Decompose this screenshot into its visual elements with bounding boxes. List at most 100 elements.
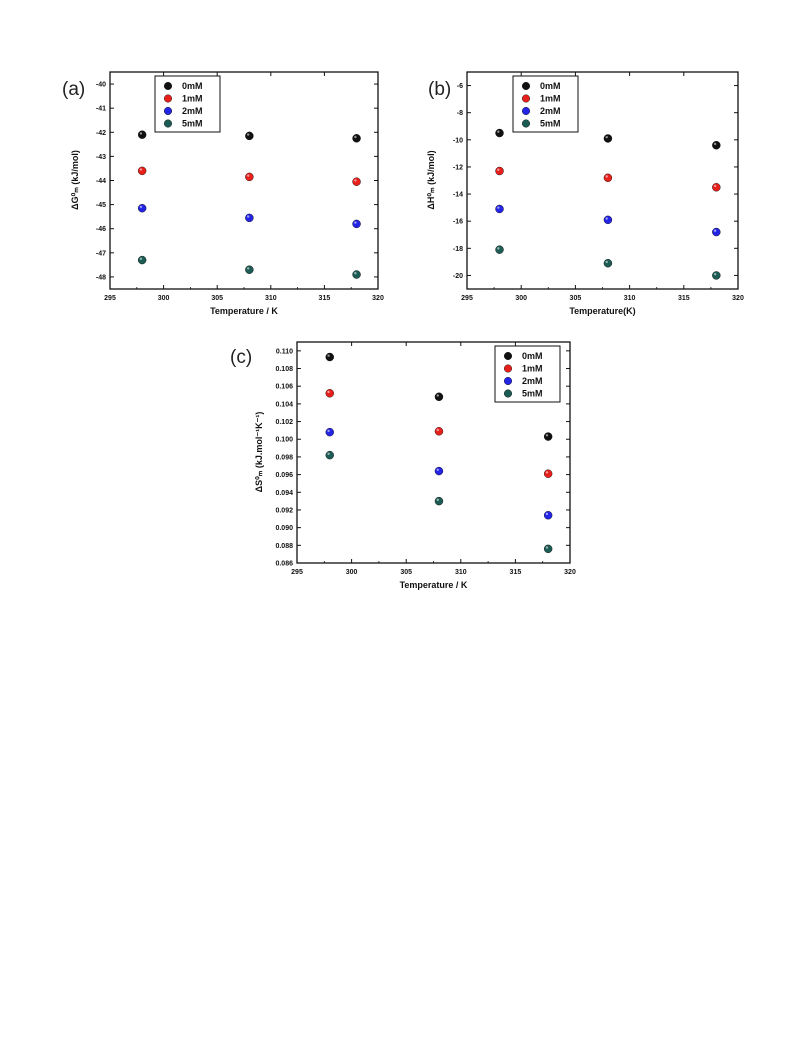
data-point-0mM (603, 134, 613, 143)
y-tick-label: 0.094 (275, 490, 293, 497)
panel-a: (a) 295 300 305 310 315 320 -40 -41 -42 -43 -44 -45 -… (62, 71, 384, 316)
data-point-0mM (245, 131, 254, 141)
x-tick-label: 300 (346, 569, 358, 576)
data-point-highlight (497, 130, 500, 133)
legend-label-2mM: 2mM (540, 106, 561, 116)
data-point-5mM (245, 265, 254, 274)
y-tick-label: 0.086 (275, 561, 293, 568)
legend-marker-2mM (522, 106, 531, 115)
y-tick-label: 0.098 (275, 454, 293, 461)
y-tick-label: -20 (453, 273, 463, 280)
y-tick-label: 0.088 (275, 543, 293, 550)
x-axis-title: Temperature / K (210, 306, 278, 316)
x-tick-label: 320 (564, 569, 576, 576)
y-tick-label: -14 (453, 192, 463, 199)
data-point-highlight (713, 229, 717, 232)
legend-label-5mM: 5mM (182, 119, 203, 129)
legend-marker-0mM (163, 81, 172, 90)
y-tick-label: 0.090 (275, 525, 293, 532)
x-tick-label: 300 (158, 295, 170, 302)
data-point-2mM (352, 219, 361, 229)
data-point-highlight (246, 215, 250, 218)
data-point-2mM (434, 466, 444, 476)
x-tick-label: 295 (291, 569, 303, 576)
x-tick-label: 310 (624, 295, 636, 302)
y-tick-label: 0.106 (275, 384, 293, 391)
data-point-highlight (605, 217, 608, 220)
data-point-highlight (605, 260, 608, 264)
data-point-2mM (712, 227, 721, 237)
legend-label-5mM: 5mM (522, 389, 543, 399)
data-point-highlight (713, 142, 717, 146)
y-axis-title: ΔS⁰ₘ (kJ.mol⁻¹K⁻¹) (254, 412, 264, 493)
y-tick-label: -10 (453, 137, 463, 144)
x-tick-label: 310 (455, 569, 467, 576)
data-point-1mM (603, 173, 613, 182)
data-point-highlight (354, 179, 357, 182)
data-point-highlight (139, 205, 143, 209)
data-point-0mM (712, 141, 721, 150)
x-tick-label: 295 (461, 295, 473, 302)
y-axis-title: ΔH⁰ₘ (kJ/mol) (426, 150, 436, 209)
data-point-1mM (543, 469, 553, 478)
data-point-5mM (434, 496, 444, 506)
data-point-5mM (352, 270, 361, 279)
data-point-5mM (137, 255, 147, 265)
data-point-highlight (713, 184, 717, 188)
legend-label-1mM: 1mM (182, 94, 203, 104)
plot-frame (109, 71, 379, 290)
data-point-highlight (246, 267, 250, 270)
data-point-highlight (545, 471, 549, 474)
data-point-highlight (139, 257, 143, 260)
y-tick-label: 0.100 (275, 437, 293, 444)
panel-label: (a) (62, 79, 85, 100)
data-point-2mM (603, 215, 613, 225)
y-tick-label: -45 (96, 202, 106, 209)
data-point-highlight (436, 428, 439, 432)
legend-label-5mM: 5mM (540, 119, 561, 129)
x-tick-label: 320 (732, 295, 744, 302)
data-point-highlight (545, 546, 549, 549)
x-tick-label: 300 (515, 295, 527, 302)
plot-frame (466, 71, 739, 290)
data-point-0mM (325, 352, 334, 362)
legend: 0mM 1mM 2mM 5mM (154, 75, 221, 133)
x-tick-label: 320 (372, 295, 384, 302)
legend-marker-5mM (504, 389, 513, 398)
y-tick-label: -42 (96, 130, 106, 137)
y-tick-label: -18 (453, 246, 463, 253)
x-tick-label: 305 (570, 295, 582, 302)
y-tick-label: 0.108 (275, 366, 293, 373)
data-point-highlight (497, 247, 500, 250)
data-point-highlight (327, 452, 330, 456)
y-tick-label: -43 (96, 154, 106, 161)
legend-label-1mM: 1mM (540, 94, 561, 104)
data-point-1mM (495, 166, 504, 176)
data-point-2mM (137, 204, 147, 213)
data-point-highlight (354, 221, 357, 224)
data-point-1mM (712, 183, 721, 192)
data-point-5mM (603, 259, 613, 268)
x-tick-label: 315 (319, 295, 331, 302)
data-point-highlight (246, 174, 250, 177)
data-point-0mM (543, 432, 553, 441)
legend-label-0mM: 0mM (522, 351, 543, 361)
data-point-1mM (245, 172, 254, 182)
legend-marker-5mM (522, 119, 531, 128)
y-tick-label: 0.110 (276, 348, 293, 355)
data-point-highlight (436, 468, 439, 471)
legend-marker-1mM (504, 364, 513, 373)
y-tick-label: -6 (457, 83, 463, 90)
legend-marker-0mM (522, 81, 531, 90)
data-point-highlight (354, 135, 357, 139)
x-tick-label: 305 (211, 295, 223, 302)
data-point-highlight (497, 168, 500, 171)
data-point-highlight (605, 135, 608, 139)
y-tick-label: -46 (96, 226, 106, 233)
data-point-0mM (137, 130, 147, 139)
y-tick-label: 0.092 (275, 507, 293, 514)
legend-label-0mM: 0mM (182, 81, 203, 91)
legend-label-2mM: 2mM (182, 106, 203, 116)
data-point-2mM (495, 204, 504, 214)
